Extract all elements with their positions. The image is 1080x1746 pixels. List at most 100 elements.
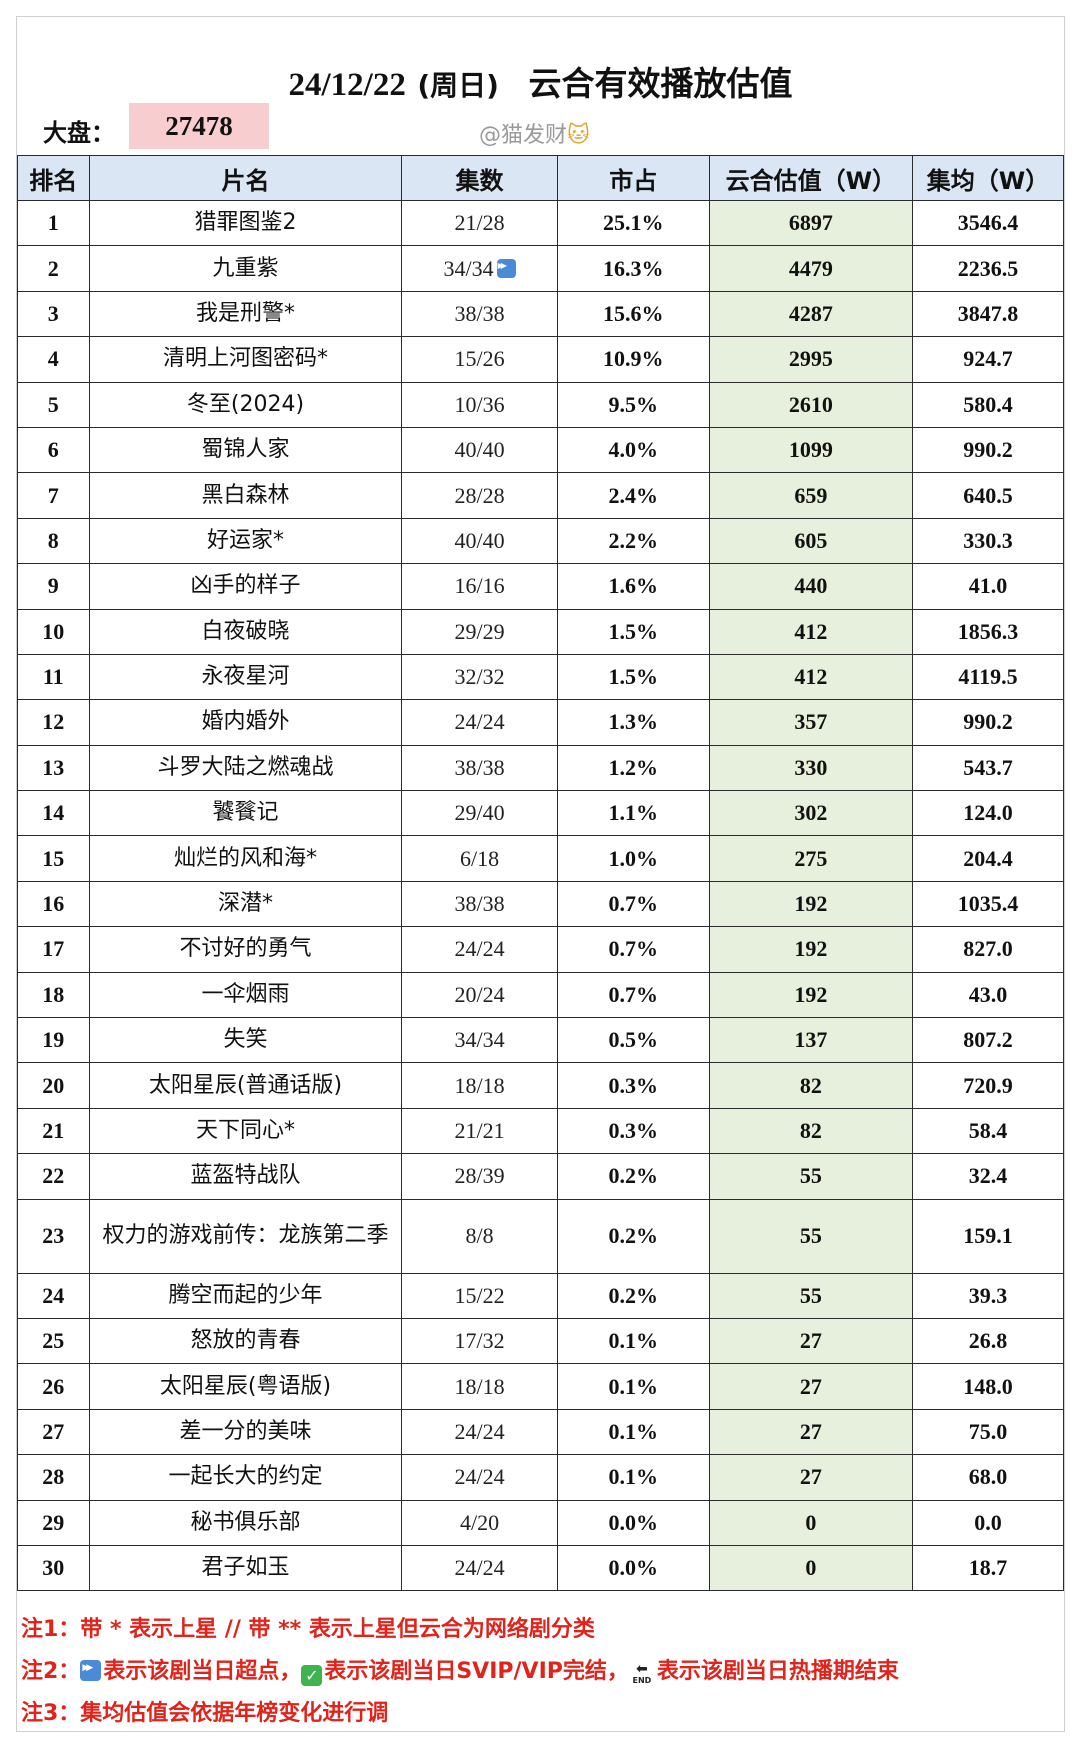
cell-episodes-text: 24/24 — [454, 936, 505, 962]
cell-name: 一起长大的约定 — [88, 1454, 403, 1501]
cell-share-text: 25.1% — [602, 210, 664, 236]
cell-value-text: 275 — [794, 845, 828, 871]
cell-rank-text: 12 — [42, 709, 65, 735]
cell-average: 124.0 — [912, 790, 1064, 837]
cell-episodes-text: 6/18 — [460, 845, 500, 871]
cell-value-text: 137 — [794, 1027, 828, 1053]
table-row: 26 太阳星辰(粤语版) 18/18 0.1% 27 148.0 — [17, 1363, 1064, 1410]
cell-rank-text: 25 — [42, 1328, 65, 1354]
note-2-c: 表示该剧当日热播期结束 — [656, 1659, 899, 1684]
cell-value-text: 357 — [794, 709, 828, 735]
cell-share: 0.1% — [556, 1408, 710, 1456]
cell-share: 0.7% — [556, 926, 710, 973]
cell-average-text: 18.7 — [968, 1555, 1008, 1581]
cell-average-text: 204.4 — [963, 845, 1013, 871]
cell-episodes-text: 40/40 — [454, 527, 505, 553]
cell-average-text: 75.0 — [968, 1418, 1008, 1444]
cell-rank: 12 — [17, 699, 90, 746]
cell-value-text: 27 — [799, 1373, 822, 1399]
cell-average: 924.7 — [912, 336, 1064, 383]
cell-episodes-text: 40/40 — [454, 437, 505, 463]
cell-name-text: 婚内婚外 — [201, 709, 290, 735]
cell-share: 0.2% — [556, 1272, 710, 1319]
cell-episodes-text: 18/18 — [454, 1072, 505, 1098]
cell-name-text: 猎罪图鉴2 — [194, 210, 297, 236]
cell-value-text: 55 — [799, 1223, 822, 1249]
cell-name: 灿烂的风和海* — [88, 835, 403, 882]
cell-average: 4119.5 — [912, 653, 1064, 701]
cell-value: 82 — [708, 1107, 914, 1155]
cell-share-text: 16.3% — [602, 255, 664, 281]
cell-rank-text: 19 — [42, 1027, 65, 1053]
table-row: 22 蓝盔特战队 28/39 0.2% 55 32.4 — [17, 1153, 1064, 1200]
cell-episodes: 28/28 — [401, 472, 558, 519]
cell-average: 148.0 — [912, 1363, 1064, 1410]
cell-share-text: 0.1% — [608, 1464, 658, 1490]
cell-name-text: 斗罗大陆之燃魂战 — [157, 754, 334, 780]
table-row: 16 深潜* 38/38 0.7% 192 1035.4 — [17, 880, 1064, 928]
cell-average-text: 330.3 — [963, 527, 1013, 553]
cell-rank-text: 26 — [42, 1373, 65, 1399]
cell-name: 凶手的样子 — [88, 563, 403, 610]
cell-name-text: 一伞烟雨 — [201, 981, 290, 1007]
cell-name: 失笑 — [88, 1017, 403, 1064]
cell-share-text: 2.2% — [608, 527, 658, 553]
note-2-b: 表示该剧当日SVIP/VIP完结， — [324, 1659, 629, 1684]
cell-share: 0.2% — [556, 1153, 710, 1200]
cell-share: 1.6% — [556, 563, 710, 610]
cell-episodes: 6/18 — [401, 835, 558, 882]
cell-average-text: 807.2 — [963, 1027, 1013, 1053]
cell-share-text: 0.3% — [608, 1118, 658, 1143]
cell-name-text: 怒放的青春 — [190, 1328, 301, 1354]
cell-value: 55 — [708, 1153, 914, 1200]
cell-average-text: 0.0 — [974, 1509, 1002, 1535]
cell-rank-text: 6 — [47, 437, 59, 463]
cell-share-text: 0.1% — [608, 1418, 658, 1444]
cell-episodes-text: 29/29 — [454, 618, 505, 644]
cell-share-text: 2.4% — [608, 482, 658, 508]
cell-value-text: 302 — [794, 800, 828, 826]
cell-share-text: 0.7% — [608, 981, 658, 1007]
cell-average: 75.0 — [912, 1408, 1064, 1456]
cell-name-text: 冬至(2024) — [186, 391, 305, 417]
cell-average: 990.2 — [912, 699, 1064, 746]
cell-average-text: 39.3 — [968, 1282, 1008, 1308]
cell-average-text: 3847.8 — [957, 300, 1019, 326]
cell-value: 275 — [708, 835, 914, 882]
cell-average-text: 990.2 — [963, 709, 1013, 735]
cell-share: 0.3% — [556, 1062, 710, 1109]
cell-value: 357 — [708, 699, 914, 746]
cell-average: 0.0 — [912, 1499, 1064, 1546]
cell-value: 55 — [708, 1198, 914, 1274]
cell-episodes: 10/36 — [401, 381, 558, 428]
cell-episodes-text: 28/39 — [454, 1163, 505, 1189]
cell-value: 0 — [708, 1544, 914, 1592]
cell-average-text: 43.0 — [968, 981, 1008, 1007]
cell-name: 不讨好的勇气 — [88, 926, 403, 973]
cell-share: 1.3% — [556, 699, 710, 746]
cell-name-text: 白夜破晓 — [201, 618, 290, 644]
cell-episodes: 34/34 — [401, 245, 558, 292]
cell-share: 15.6% — [556, 290, 710, 338]
cell-episodes: 38/38 — [401, 744, 558, 792]
cell-name: 蓝盔特战队 — [88, 1153, 403, 1200]
cell-rank-text: 17 — [42, 936, 65, 962]
col-header-name: 片名 — [88, 155, 403, 201]
cell-name: 君子如玉 — [88, 1544, 403, 1592]
cell-average: 18.7 — [912, 1544, 1064, 1592]
cell-episodes-text: 21/21 — [454, 1118, 505, 1143]
cell-value-text: 27 — [799, 1464, 822, 1490]
cell-value: 4479 — [708, 245, 914, 292]
cell-share: 0.1% — [556, 1363, 710, 1410]
cell-average: 543.7 — [912, 744, 1064, 792]
cell-average: 58.4 — [912, 1107, 1064, 1155]
cell-episodes-text: 24/24 — [454, 1418, 505, 1444]
cell-episodes: 8/8 — [401, 1198, 558, 1274]
cell-rank: 28 — [17, 1454, 90, 1501]
table-row: 2 九重紫 34/34 16.3% 4479 2236.5 — [17, 245, 1064, 292]
cell-rank-text: 29 — [42, 1509, 65, 1535]
cell-rank: 17 — [17, 926, 90, 973]
cell-rank-text: 13 — [42, 754, 65, 780]
cell-name-text: 差一分的美味 — [179, 1418, 312, 1444]
cell-rank: 14 — [17, 790, 90, 837]
